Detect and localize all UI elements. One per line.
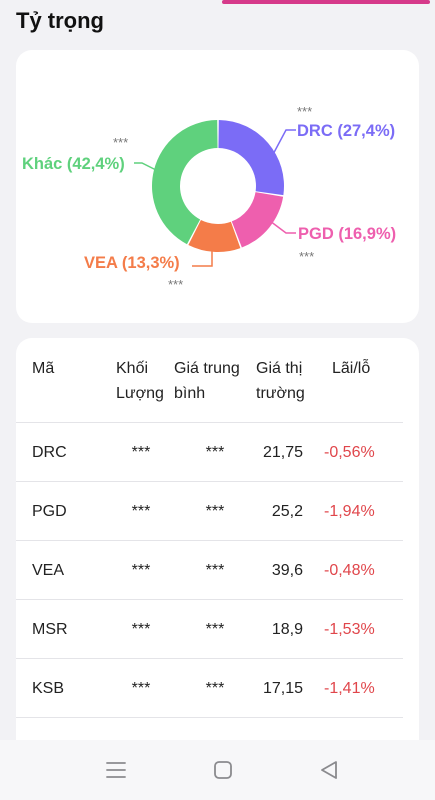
ticker-cell: DRC xyxy=(32,444,67,461)
volume-cell: *** xyxy=(131,680,151,697)
donut-slice-drc[interactable] xyxy=(218,120,285,196)
table-row[interactable]: PGD *** *** 25,2 -1,94% xyxy=(16,482,403,541)
col-header-profit-loss[interactable]: Lãi/lỗ xyxy=(332,360,371,377)
volume-cell: *** xyxy=(131,503,151,520)
table-row[interactable]: KSB *** *** 17,15 -1,41% xyxy=(16,659,403,718)
market-price-cell: 17,15 xyxy=(262,680,303,697)
col-header-market-price[interactable]: Giá thị trường xyxy=(256,360,305,402)
back-triangle-icon[interactable] xyxy=(317,758,341,782)
avg-price-cell: *** xyxy=(205,562,225,579)
profit-loss-cell: -1,41% xyxy=(324,680,375,697)
drc-label: DRC (27,4%) xyxy=(297,122,395,140)
allocation-donut-chart: DRC (27,4%) *** PGD (16,9%) *** VEA (13,… xyxy=(22,104,396,292)
pgd-masked-value: *** xyxy=(299,249,314,264)
avg-price-cell: *** xyxy=(205,503,225,520)
market-price-cell: 25,2 xyxy=(271,503,303,520)
holdings-table: Mã Khối Lượng Giá trung bình Giá thị trư… xyxy=(16,338,419,758)
header-divider xyxy=(16,422,403,423)
volume-cell: *** xyxy=(131,444,151,461)
ticker-cell: MSR xyxy=(32,621,68,638)
profit-loss-cell: -1,94% xyxy=(324,503,375,520)
home-square-icon[interactable] xyxy=(211,758,235,782)
col-header-ticker[interactable]: Mã xyxy=(32,360,55,377)
avg-price-cell: *** xyxy=(205,680,225,697)
avg-price-cell: *** xyxy=(205,621,225,638)
volume-cell: *** xyxy=(131,562,151,579)
drc-masked-value: *** xyxy=(297,104,312,119)
vea-leader-line xyxy=(192,251,213,267)
donut-slice-pgd[interactable] xyxy=(231,192,284,248)
system-navigation-bar xyxy=(0,740,435,800)
donut-slice-khc[interactable] xyxy=(152,120,218,245)
volume-cell: *** xyxy=(131,621,151,638)
col-header-avg-price[interactable]: Giá trung bình xyxy=(174,360,240,402)
active-tab-indicator xyxy=(222,0,430,4)
market-price-cell: 21,75 xyxy=(262,444,303,461)
drc-leader-line xyxy=(269,129,296,161)
table-row[interactable]: DRC *** *** 21,75 -0,56% xyxy=(16,423,403,482)
profit-loss-cell: -1,53% xyxy=(324,621,375,638)
khac-label: Khác (42,4%) xyxy=(22,155,125,173)
profit-loss-cell: -0,48% xyxy=(324,562,375,579)
menu-lines-icon[interactable] xyxy=(104,758,128,782)
vea-masked-value: *** xyxy=(168,277,183,292)
market-price-cell: 18,9 xyxy=(271,621,303,638)
ticker-cell: KSB xyxy=(32,680,65,697)
table-row[interactable]: MSR *** *** 18,9 -1,53% xyxy=(16,600,403,659)
ticker-cell: VEA xyxy=(32,562,65,579)
avg-price-cell: *** xyxy=(205,444,225,461)
khac-masked-value: *** xyxy=(113,135,128,150)
allocation-chart-card: DRC (27,4%) *** PGD (16,9%) *** VEA (13,… xyxy=(16,50,419,323)
khac-leader-line xyxy=(134,162,157,171)
pgd-label: PGD (16,9%) xyxy=(298,225,396,243)
col-header-volume[interactable]: Khối Lượng xyxy=(116,360,164,402)
market-price-cell: 39,6 xyxy=(271,562,303,579)
donut-slice-vea[interactable] xyxy=(188,219,241,252)
page-title: Tỷ trọng xyxy=(16,8,104,33)
vea-label: VEA (13,3%) xyxy=(84,254,180,272)
table-row[interactable]: VEA *** *** 39,6 -0,48% xyxy=(16,541,403,600)
profit-loss-cell: -0,56% xyxy=(324,444,375,461)
pgd-leader-line xyxy=(265,217,296,234)
ticker-cell: PGD xyxy=(32,503,67,520)
